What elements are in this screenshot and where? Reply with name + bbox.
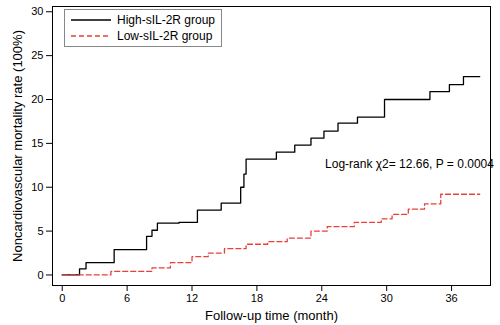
svg-text:0: 0 xyxy=(37,268,43,280)
html-text:Low-sIL-2R group: Low-sIL-2R group xyxy=(117,29,213,43)
svg-text:24: 24 xyxy=(316,292,328,304)
svg-text:18: 18 xyxy=(251,292,263,304)
svg-text:25: 25 xyxy=(31,49,43,61)
html-text:High-sIL-2R group: High-sIL-2R group xyxy=(117,13,215,27)
svg-text:30: 30 xyxy=(31,5,43,17)
svg-text:30: 30 xyxy=(381,292,393,304)
svg-text:20: 20 xyxy=(31,93,43,105)
svg-text:Noncardiovascular mortality ra: Noncardiovascular mortality rate (100%) xyxy=(10,30,25,262)
svg-text:12: 12 xyxy=(186,292,198,304)
svg-text:10: 10 xyxy=(31,181,43,193)
svg-text:15: 15 xyxy=(31,137,43,149)
svg-text:Log-rank χ2= 12.66, P = 0.0004: Log-rank χ2= 12.66, P = 0.0004 xyxy=(325,157,494,171)
svg-text:5: 5 xyxy=(37,225,43,237)
svg-text:0: 0 xyxy=(59,292,65,304)
svg-text:Follow-up time (month): Follow-up time (month) xyxy=(205,308,338,323)
svg-text:36: 36 xyxy=(445,292,457,304)
svg-text:6: 6 xyxy=(124,292,130,304)
